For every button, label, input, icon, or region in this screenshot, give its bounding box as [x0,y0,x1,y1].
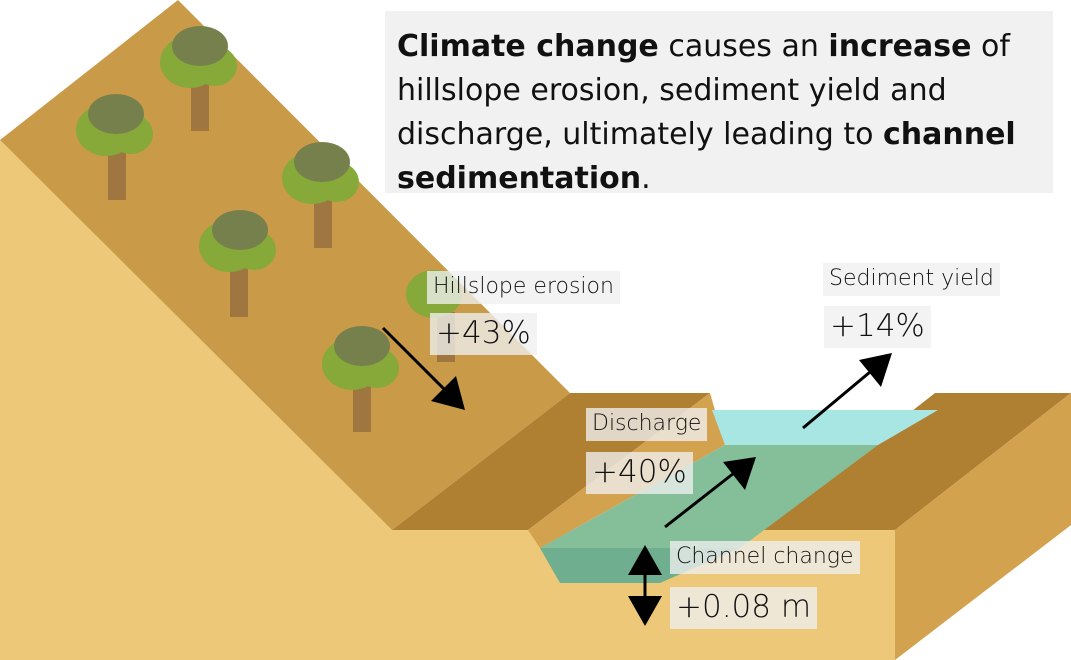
tree-icon [322,326,399,432]
discharge-label: Discharge [586,408,708,441]
sediment-yield-label: Sediment yield [823,263,1000,296]
headline-bold-climate: Climate change [397,29,659,64]
headline-text-part: causes an [658,29,829,64]
hillslope-erosion-arrow-icon [381,326,465,410]
headline-bold-increase: increase [828,29,972,64]
tree-icon [282,142,359,248]
channel-change-double-arrow-icon [628,545,662,626]
tree-icon [199,210,276,317]
water-surface-light [712,410,938,445]
sediment-yield-arrow-icon [802,353,892,430]
discharge-value: +40% [586,452,693,494]
sediment-yield-value: +14% [824,306,931,348]
channel-change-value: +0.08 m [670,587,818,629]
channel-change-label: Channel change [670,541,860,574]
tree-icon [160,26,237,131]
tree-icon [76,94,153,200]
headline-text: Climate change causes an increase of hil… [385,11,1053,196]
headline-text-part: . [641,161,651,196]
hillslope-erosion-label: Hillslope erosion [427,271,620,304]
right-bank-side [895,393,1071,660]
headline-bold-channel: channel sedimentation [397,117,1016,196]
water-body [540,445,878,548]
right-bank-top [760,393,1071,530]
discharge-arrow-icon [664,457,756,529]
hillslope-erosion-value: +43% [430,313,537,355]
headline-text-part: of hillslope erosion, sediment yield and… [397,29,1010,152]
